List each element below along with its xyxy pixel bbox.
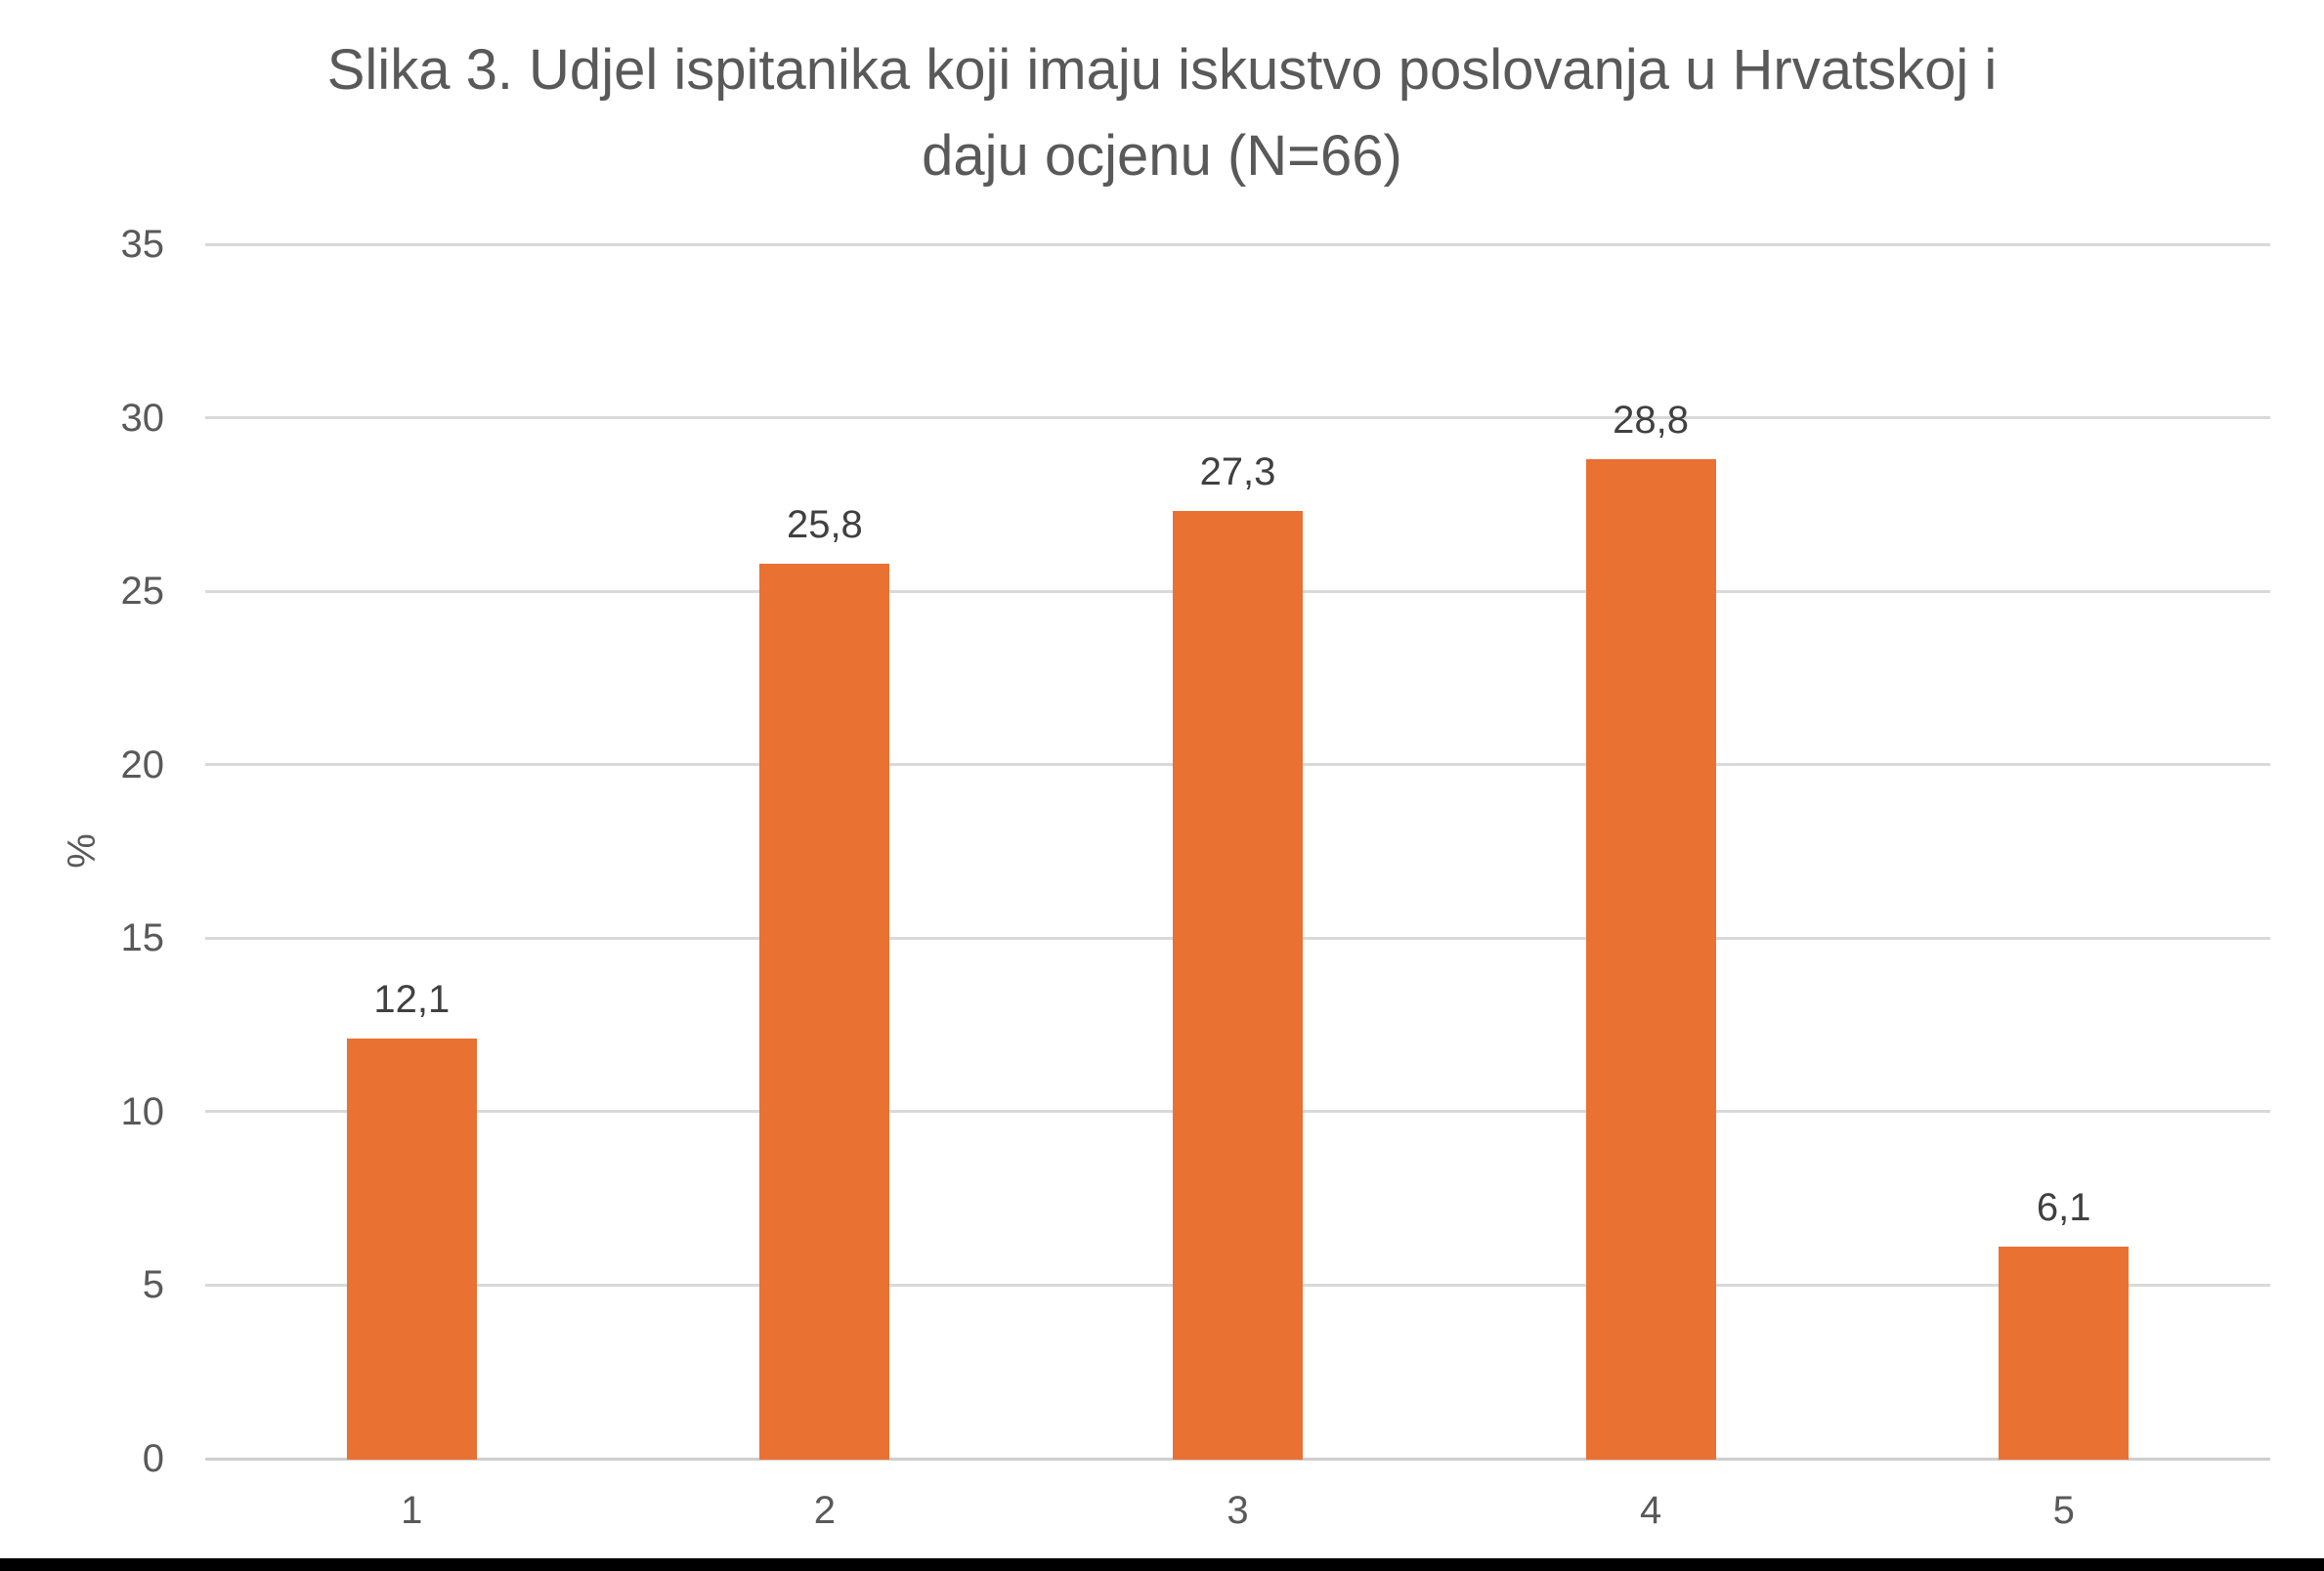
y-tick-label: 25 — [120, 570, 165, 614]
x-category-label: 2 — [813, 1489, 837, 1532]
gridline — [205, 242, 2270, 246]
x-category-label: 5 — [2052, 1489, 2075, 1532]
bar-data-label: 25,8 — [786, 502, 863, 546]
x-category-label: 4 — [1639, 1489, 1662, 1532]
y-tick-label: 35 — [120, 223, 165, 266]
y-axis-title: % — [61, 833, 104, 869]
bar-data-label: 12,1 — [373, 978, 451, 1022]
bar — [1999, 1247, 2130, 1461]
bar-data-label: 6,1 — [2036, 1186, 2091, 1230]
y-tick-label: 10 — [120, 1089, 165, 1133]
bar-data-label: 27,3 — [1199, 450, 1276, 494]
bar — [759, 563, 890, 1461]
chart-title-line-1: Slika 3. Udjel ispitanika koji imaju isk… — [326, 38, 1998, 102]
y-tick-label: 5 — [142, 1263, 164, 1307]
y-tick-label: 20 — [120, 743, 165, 786]
bar-data-label: 28,8 — [1613, 399, 1690, 443]
bar — [1585, 459, 1716, 1461]
gridline — [205, 416, 2270, 420]
bar — [1173, 511, 1303, 1461]
y-tick-label: 30 — [120, 396, 165, 440]
bottom-black-strip — [0, 1558, 2324, 1571]
x-category-label: 1 — [401, 1489, 423, 1532]
chart-title-line-2: daju ocjenu (N=66) — [922, 124, 1402, 188]
y-tick-label: 15 — [120, 916, 165, 960]
bar — [346, 1039, 477, 1461]
y-tick-label: 0 — [142, 1437, 164, 1480]
x-category-label: 3 — [1227, 1489, 1249, 1532]
